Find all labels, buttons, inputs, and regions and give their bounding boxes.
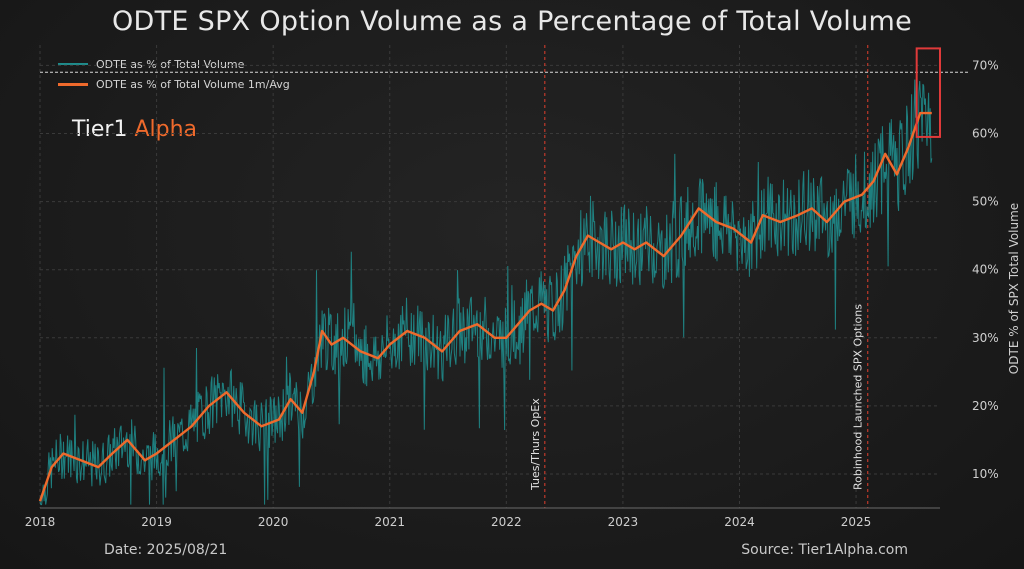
x-tick-label: 2020 — [258, 515, 289, 529]
x-tick-label: 2023 — [608, 515, 639, 529]
x-tick-label: 2018 — [25, 515, 56, 529]
brand-name: Tier1 — [72, 117, 128, 142]
x-tick-label: 2025 — [841, 515, 872, 529]
legend-label-daily: ODTE as % of Total Volume — [96, 57, 245, 71]
brand-accent: Alpha — [134, 117, 198, 142]
daily-series-line — [39, 79, 933, 506]
y-tick-label: 70% — [972, 58, 999, 72]
brand-logo: Tier1 Alpha — [72, 117, 197, 142]
y-tick-label: 60% — [972, 127, 999, 141]
y-tick-label: 10% — [972, 467, 999, 481]
annotations — [40, 47, 970, 138]
chart-title: ODTE SPX Option Volume as a Percentage o… — [111, 6, 913, 37]
event-marker-label: Tues/Thurs OpEx — [529, 398, 542, 491]
series-avg — [38, 111, 932, 502]
highlight-box — [915, 47, 942, 138]
y-tick-label: 20% — [972, 399, 999, 413]
legend-swatch-avg — [58, 82, 88, 86]
x-tick-label: 2022 — [491, 515, 522, 529]
x-tick-label: 2024 — [724, 515, 755, 529]
series-daily — [39, 79, 933, 506]
y-tick-label: 40% — [972, 263, 999, 277]
legend-item-daily: ODTE as % of Total Volume — [58, 54, 290, 74]
gridlines — [39, 45, 940, 508]
x-tick-label: 2019 — [141, 515, 172, 529]
footer-date: Date: 2025/08/21 — [104, 542, 228, 558]
footer-source: Source: Tier1Alpha.com — [741, 542, 908, 558]
legend: ODTE as % of Total Volume ODTE as % of T… — [58, 54, 290, 94]
axes: 10% 20% 30% 40% 50% 60% 70% 2018 2019 2020 2021 202… — [25, 58, 1021, 529]
legend-label-avg: ODTE as % of Total Volume 1m/Avg — [96, 77, 290, 91]
y-tick-label: 30% — [972, 331, 999, 345]
event-marker-label: Robinhood Launched SPX Options — [852, 304, 865, 490]
y-axis-label: ODTE % of SPX Total Volume — [1007, 203, 1021, 374]
x-tick-label: 2021 — [374, 515, 405, 529]
y-tick-label: 50% — [972, 195, 999, 209]
legend-item-avg: ODTE as % of Total Volume 1m/Avg — [58, 74, 290, 94]
legend-swatch-daily — [58, 63, 88, 65]
event-markers: Tues/Thurs OpEx Robinhood Launched SPX Op… — [529, 45, 869, 508]
avg-series-line — [38, 111, 932, 502]
